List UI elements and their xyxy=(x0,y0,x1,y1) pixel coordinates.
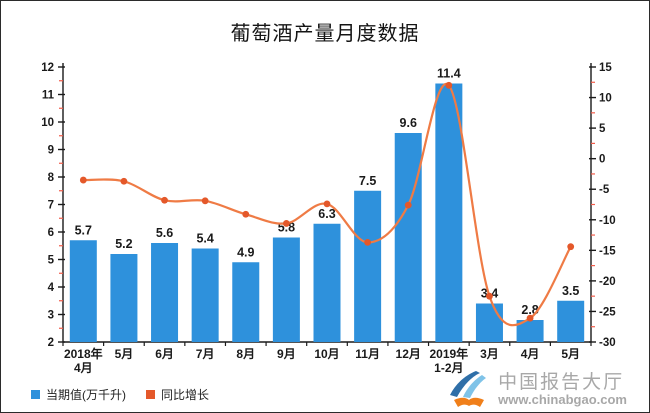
right-axis-tick-label: 10 xyxy=(599,93,612,105)
bar xyxy=(394,133,422,342)
line-marker xyxy=(567,243,575,251)
right-axis-tick-label: 5 xyxy=(599,123,606,135)
line-marker xyxy=(79,176,87,184)
chinabgao-logo-icon xyxy=(450,371,487,407)
line-series-label: 同比增长 xyxy=(161,388,210,402)
x-axis-label: 3月 xyxy=(480,347,499,361)
bar-value-label: 3.5 xyxy=(562,284,579,298)
watermark-brand: 中国报告大厅 xyxy=(498,372,625,394)
x-axis-label: 9月 xyxy=(277,347,296,361)
line-marker xyxy=(445,81,453,89)
watermark: 中国报告大厅 www.chinabgao.com xyxy=(446,369,627,411)
line-series-swatch xyxy=(146,390,155,399)
right-axis-tick-label: 15 xyxy=(599,62,612,74)
bar xyxy=(69,240,97,342)
bar-value-label: 9.6 xyxy=(400,116,417,130)
legend-item-line: 同比增长 xyxy=(146,386,209,403)
line-marker xyxy=(526,314,534,322)
line-marker xyxy=(486,292,493,300)
bar xyxy=(110,254,138,342)
legend: 当期值(万千升) 同比增长 xyxy=(31,386,209,403)
bar-series-swatch xyxy=(31,390,40,399)
left-axis-tick-label: 2 xyxy=(48,337,54,349)
bar-value-label: 5.2 xyxy=(115,237,132,251)
bar-value-label: 5.7 xyxy=(75,223,92,237)
bar xyxy=(272,237,300,342)
bar xyxy=(151,243,179,342)
left-axis-tick-label: 4 xyxy=(48,282,55,294)
x-axis-label: 1-2月 xyxy=(434,361,463,375)
left-axis-tick-label: 12 xyxy=(41,62,54,74)
legend-item-bars: 当期值(万千升) xyxy=(31,386,126,403)
x-axis-label: 5月 xyxy=(115,347,134,361)
right-axis-tick-label: -10 xyxy=(599,215,616,227)
x-axis-label: 2018年 xyxy=(64,346,103,361)
x-axis-label: 12月 xyxy=(396,347,421,361)
line-marker xyxy=(242,210,250,218)
left-axis-tick-label: 6 xyxy=(48,227,54,239)
right-axis-tick-label: -20 xyxy=(599,276,616,288)
x-axis-label: 6月 xyxy=(155,347,174,361)
watermark-site: www.chinabgao.com xyxy=(498,392,627,408)
bar xyxy=(435,83,463,342)
bar-value-label: 5.4 xyxy=(196,232,213,246)
x-axis-label: 4月 xyxy=(74,361,93,375)
x-axis-label: 10月 xyxy=(314,347,339,361)
bar-value-label: 7.5 xyxy=(359,174,376,188)
bar xyxy=(191,248,219,342)
bar xyxy=(232,262,260,342)
left-axis-tick-label: 3 xyxy=(48,310,54,322)
line-marker xyxy=(161,196,168,204)
bar-series-label: 当期值(万千升) xyxy=(46,388,126,402)
left-axis-tick-label: 5 xyxy=(48,255,55,267)
right-axis-tick-label: -30 xyxy=(599,337,616,349)
bar xyxy=(354,190,382,342)
x-axis-label: 11月 xyxy=(355,347,380,361)
right-axis-tick-label: -25 xyxy=(599,306,616,318)
left-axis-tick-label: 9 xyxy=(48,145,54,157)
line-marker xyxy=(120,177,128,185)
line-marker xyxy=(364,238,372,246)
left-axis-tick-label: 11 xyxy=(42,90,55,102)
bar xyxy=(313,223,341,342)
bar xyxy=(557,300,585,342)
x-axis-label: 2019年 xyxy=(429,346,468,361)
bar-value-label: 11.4 xyxy=(437,67,461,81)
x-axis-label: 8月 xyxy=(236,347,255,361)
chart-title: 葡萄酒产量月度数据 xyxy=(230,23,420,45)
left-axis-tick-label: 8 xyxy=(48,172,55,184)
x-axis-label: 5月 xyxy=(561,347,580,361)
bar xyxy=(475,303,503,342)
left-axis-tick-label: 7 xyxy=(48,200,54,212)
x-axis-label: 4月 xyxy=(521,347,540,361)
line-marker xyxy=(323,200,331,208)
right-axis-tick-label: -15 xyxy=(599,245,616,257)
bar-value-label: 4.9 xyxy=(237,245,254,259)
x-axis-label: 7月 xyxy=(196,347,215,361)
watermark-text: 中国报告大厅 www.chinabgao.com xyxy=(498,373,627,407)
line-marker xyxy=(201,197,209,205)
left-axis-tick-label: 10 xyxy=(41,117,54,129)
right-axis-tick-label: -5 xyxy=(599,184,610,196)
bar-value-label: 6.3 xyxy=(318,207,335,221)
line-marker xyxy=(282,220,290,227)
right-axis-tick-label: 0 xyxy=(599,154,605,166)
bar xyxy=(516,320,544,342)
line-marker xyxy=(404,201,412,209)
bar-value-label: 5.6 xyxy=(156,226,173,240)
